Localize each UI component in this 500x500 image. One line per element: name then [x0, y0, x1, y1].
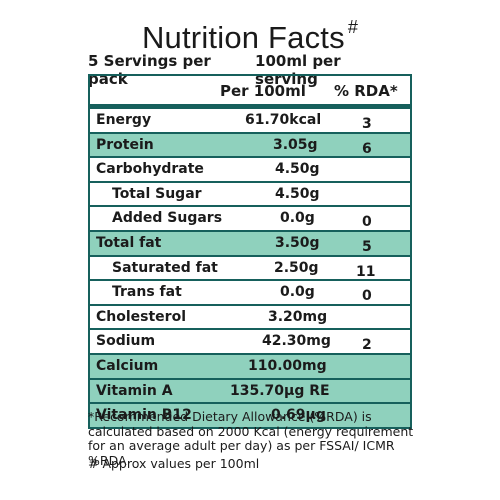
- nutrient-name: Energy: [96, 112, 152, 128]
- nutrient-name: Total Sugar: [112, 185, 202, 202]
- nutrient-rda: 0: [362, 288, 372, 305]
- table-row: Protein 3.05g 6: [90, 133, 410, 159]
- nutrient-name: Cholesterol: [96, 308, 186, 325]
- column-per-100ml: Per 100ml: [220, 82, 306, 100]
- nutrient-name: Total fat: [96, 234, 162, 251]
- nutrient-rda: 2: [362, 337, 372, 354]
- nutrient-value: 4.50g: [275, 161, 320, 178]
- table-row: Saturated fat 2.50g 11: [90, 257, 410, 282]
- nutrient-value: 3.20mg: [268, 308, 328, 325]
- table-row: Sodium 42.30mg 2: [90, 330, 410, 355]
- table-row: Total Sugar 4.50g: [90, 183, 410, 208]
- nutrient-value: 3.50g: [275, 234, 320, 251]
- nutrient-value: 2.50g: [274, 259, 319, 276]
- nutrient-name: Added Sugars: [112, 210, 223, 227]
- nutrient-rda: 5: [362, 238, 372, 255]
- nutrition-title: Nutrition Facts #: [0, 16, 500, 56]
- table-row: Total fat 3.50g 5: [90, 231, 410, 257]
- table-row: Carbohydrate 4.50g: [90, 158, 410, 183]
- table-header: Per 100ml % RDA*: [90, 76, 410, 109]
- table-row: Calcium 110.00mg: [90, 354, 410, 380]
- nutrient-name: Vitamin A: [96, 382, 173, 399]
- nutrient-value: 3.05g: [273, 136, 318, 153]
- nutrient-rda: 6: [362, 140, 372, 157]
- nutrient-name: Carbohydrate: [96, 161, 204, 178]
- approx-note: # Approx values per 100ml: [88, 456, 260, 471]
- table-row: Trans fat 0.0g 0: [90, 281, 410, 306]
- column-rda: % RDA*: [334, 82, 398, 100]
- nutrient-value: 135.70µg RE: [230, 382, 330, 399]
- title-mark: #: [347, 16, 359, 37]
- nutrient-rda: 11: [356, 263, 376, 280]
- rda-footnote: *Recommended Dietary Allowance (%RDA) is…: [88, 409, 414, 468]
- table-row: Cholesterol 3.20mg: [90, 306, 410, 331]
- title-text: Nutrition Facts: [141, 20, 345, 55]
- nutrient-name: Saturated fat: [112, 259, 218, 276]
- nutrient-value: 4.50g: [275, 185, 320, 202]
- nutrient-value: 0.69µg: [271, 407, 326, 424]
- nutrient-value: 110.00mg: [248, 357, 327, 374]
- nutrient-value: 0.0g: [280, 284, 315, 301]
- nutrient-value: 61.70kcal: [245, 112, 322, 128]
- table-row: Vitamin B12 0.69µg: [90, 404, 410, 429]
- nutrition-table: Per 100ml % RDA* Energy 61.70kcal 3 Protein…: [88, 74, 412, 429]
- nutrient-name: Sodium: [96, 333, 156, 350]
- nutrient-value: 0.0g: [280, 210, 315, 227]
- nutrient-rda: 0: [362, 214, 372, 231]
- table-row: Vitamin A 135.70µg RE: [90, 379, 410, 405]
- nutrient-name: Vitamin B12: [96, 407, 192, 424]
- nutrient-value: 42.30mg: [262, 333, 331, 350]
- nutrient-name: Protein: [96, 136, 154, 153]
- nutrient-name: Trans fat: [112, 284, 182, 301]
- nutrient-name: Calcium: [96, 357, 159, 374]
- table-row: Added Sugars 0.0g 0: [90, 207, 410, 232]
- table-row: Energy 61.70kcal 3: [90, 109, 410, 134]
- nutrient-rda: 3: [362, 116, 372, 132]
- table-rows: Energy 61.70kcal 3 Protein 3.05g 6 Carbohydrat…: [90, 109, 410, 429]
